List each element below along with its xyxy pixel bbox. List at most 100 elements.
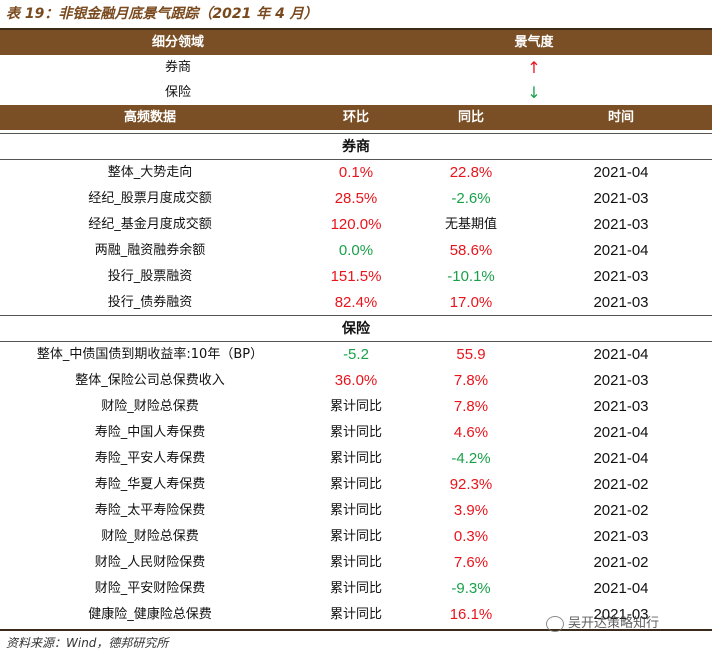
mom-value: 累计同比 xyxy=(329,581,382,596)
yoy-value: 17.0% xyxy=(449,294,493,311)
yoy-value: 92.3% xyxy=(449,476,493,493)
sentiment-sector: 保险 xyxy=(164,85,191,100)
yoy-value: 22.8% xyxy=(449,164,493,181)
section-divider xyxy=(0,159,712,160)
time-value: 2021-04 xyxy=(593,164,649,181)
time-value: 2021-04 xyxy=(593,580,649,597)
yoy-value: 无基期值 xyxy=(444,217,497,232)
indicator-name: 投行_股票融资 xyxy=(107,269,193,284)
header-yoy: 同比 xyxy=(457,110,484,125)
time-value: 2021-03 xyxy=(593,606,649,623)
time-value: 2021-03 xyxy=(593,528,649,545)
yoy-value: -10.1% xyxy=(447,268,495,285)
sentiment-row: 保险 ↓ xyxy=(0,80,712,106)
yoy-value: -2.6% xyxy=(451,190,491,207)
yoy-value: 7.6% xyxy=(453,554,489,571)
mom-value: 累计同比 xyxy=(329,477,382,492)
header-indicator: 高频数据 xyxy=(123,110,176,125)
indicator-name: 寿险_太平寿险保费 xyxy=(94,503,206,518)
mom-value: 累计同比 xyxy=(329,503,382,518)
table-row: 财险_财险总保费 累计同比 0.3% 2021-03 xyxy=(0,524,712,550)
indicator-name: 寿险_华夏人寿保费 xyxy=(94,477,206,492)
indicator-name: 整体_保险公司总保费收入 xyxy=(75,373,225,388)
yoy-value: -4.2% xyxy=(451,450,491,467)
mom-value: 累计同比 xyxy=(329,607,382,622)
watermark-text: 吴开达策略知行 xyxy=(568,616,660,631)
yoy-value: -9.3% xyxy=(451,580,491,597)
yoy-value: 55.9 xyxy=(456,346,486,363)
indicator-name: 两融_融资融券余额 xyxy=(94,243,206,258)
table-row: 经纪_股票月度成交额 28.5% -2.6% 2021-03 xyxy=(0,186,712,212)
section-divider xyxy=(0,315,712,316)
sentiment-header-level: 景气度 xyxy=(514,35,554,50)
table-row: 经纪_基金月度成交额 120.0% 无基期值 2021-03 xyxy=(0,212,712,238)
table-row: 整体_保险公司总保费收入 36.0% 7.8% 2021-03 xyxy=(0,368,712,394)
table-row: 健康险_健康险总保费 累计同比 16.1% 2021-03 xyxy=(0,602,712,628)
wechat-logo-icon xyxy=(546,615,564,632)
table-row: 投行_债券融资 82.4% 17.0% 2021-03 xyxy=(0,290,712,316)
watermark: 吴开达策略知行 xyxy=(546,612,659,632)
mom-value: 82.4% xyxy=(334,294,378,311)
indicator-name: 财险_人民财险保费 xyxy=(94,555,206,570)
mom-value: 累计同比 xyxy=(329,399,382,414)
mom-value: 累计同比 xyxy=(329,555,382,570)
table-title: 表 19：非银金融月底景气跟踪（2021 年 4 月） xyxy=(6,6,318,22)
table-row: 两融_融资融券余额 0.0% 58.6% 2021-04 xyxy=(0,238,712,264)
table-row: 寿险_太平寿险保费 累计同比 3.9% 2021-02 xyxy=(0,498,712,524)
section-divider xyxy=(0,133,712,134)
mom-value: 累计同比 xyxy=(329,529,382,544)
time-value: 2021-04 xyxy=(593,242,649,259)
sentiment-sector: 券商 xyxy=(164,60,191,75)
time-value: 2021-03 xyxy=(593,216,649,233)
mom-value: 0.1% xyxy=(338,164,374,181)
section-title: 券商 xyxy=(342,139,370,155)
mom-value: 累计同比 xyxy=(329,425,382,440)
section-title: 保险 xyxy=(342,321,370,337)
time-value: 2021-03 xyxy=(593,372,649,389)
time-value: 2021-04 xyxy=(593,346,649,363)
time-value: 2021-04 xyxy=(593,424,649,441)
indicator-name: 财险_财险总保费 xyxy=(101,529,199,544)
mom-value: 36.0% xyxy=(334,372,378,389)
section-divider xyxy=(0,341,712,342)
table-row: 财险_平安财险保费 累计同比 -9.3% 2021-04 xyxy=(0,576,712,602)
down-arrow-icon: ↓ xyxy=(527,83,541,102)
table-row: 整体_大势走向 0.1% 22.8% 2021-04 xyxy=(0,160,712,186)
yoy-value: 4.6% xyxy=(453,424,489,441)
yoy-value: 0.3% xyxy=(453,528,489,545)
yoy-value: 3.9% xyxy=(453,502,489,519)
bottom-rule xyxy=(0,629,712,631)
indicator-name: 整体_大势走向 xyxy=(107,165,193,180)
yoy-value: 7.8% xyxy=(453,398,489,415)
table-row: 财险_人民财险保费 累计同比 7.6% 2021-02 xyxy=(0,550,712,576)
table-row: 寿险_中国人寿保费 累计同比 4.6% 2021-04 xyxy=(0,420,712,446)
up-arrow-icon: ↑ xyxy=(527,58,541,77)
indicator-name: 寿险_平安人寿保费 xyxy=(94,451,206,466)
indicator-name: 财险_平安财险保费 xyxy=(94,581,206,596)
table-row: 寿险_平安人寿保费 累计同比 -4.2% 2021-04 xyxy=(0,446,712,472)
mom-value: 累计同比 xyxy=(329,451,382,466)
time-value: 2021-03 xyxy=(593,398,649,415)
time-value: 2021-03 xyxy=(593,190,649,207)
mom-value: 151.5% xyxy=(330,268,382,285)
yoy-value: 7.8% xyxy=(453,372,489,389)
indicator-name: 财险_财险总保费 xyxy=(101,399,199,414)
mom-value: 0.0% xyxy=(338,242,374,259)
table-row: 寿险_华夏人寿保费 累计同比 92.3% 2021-02 xyxy=(0,472,712,498)
table-row: 整体_中债国债到期收益率:10年（BP） -5.2 55.9 2021-04 xyxy=(0,342,712,368)
yoy-value: 16.1% xyxy=(449,606,493,623)
yoy-value: 58.6% xyxy=(449,242,493,259)
source-note: 资料来源：Wind，德邦研究所 xyxy=(6,636,169,650)
sentiment-header: 细分领域 景气度 xyxy=(0,30,712,55)
header-mom: 环比 xyxy=(342,110,369,125)
table-row: 投行_股票融资 151.5% -10.1% 2021-03 xyxy=(0,264,712,290)
indicator-name: 健康险_健康险总保费 xyxy=(88,607,212,622)
time-value: 2021-02 xyxy=(593,476,649,493)
sentiment-header-sector: 细分领域 xyxy=(151,35,204,50)
time-value: 2021-02 xyxy=(593,554,649,571)
indicator-name: 投行_债券融资 xyxy=(107,295,193,310)
table-row: 财险_财险总保费 累计同比 7.8% 2021-03 xyxy=(0,394,712,420)
mom-value: 28.5% xyxy=(334,190,378,207)
time-value: 2021-02 xyxy=(593,502,649,519)
mom-value: 120.0% xyxy=(330,216,382,233)
